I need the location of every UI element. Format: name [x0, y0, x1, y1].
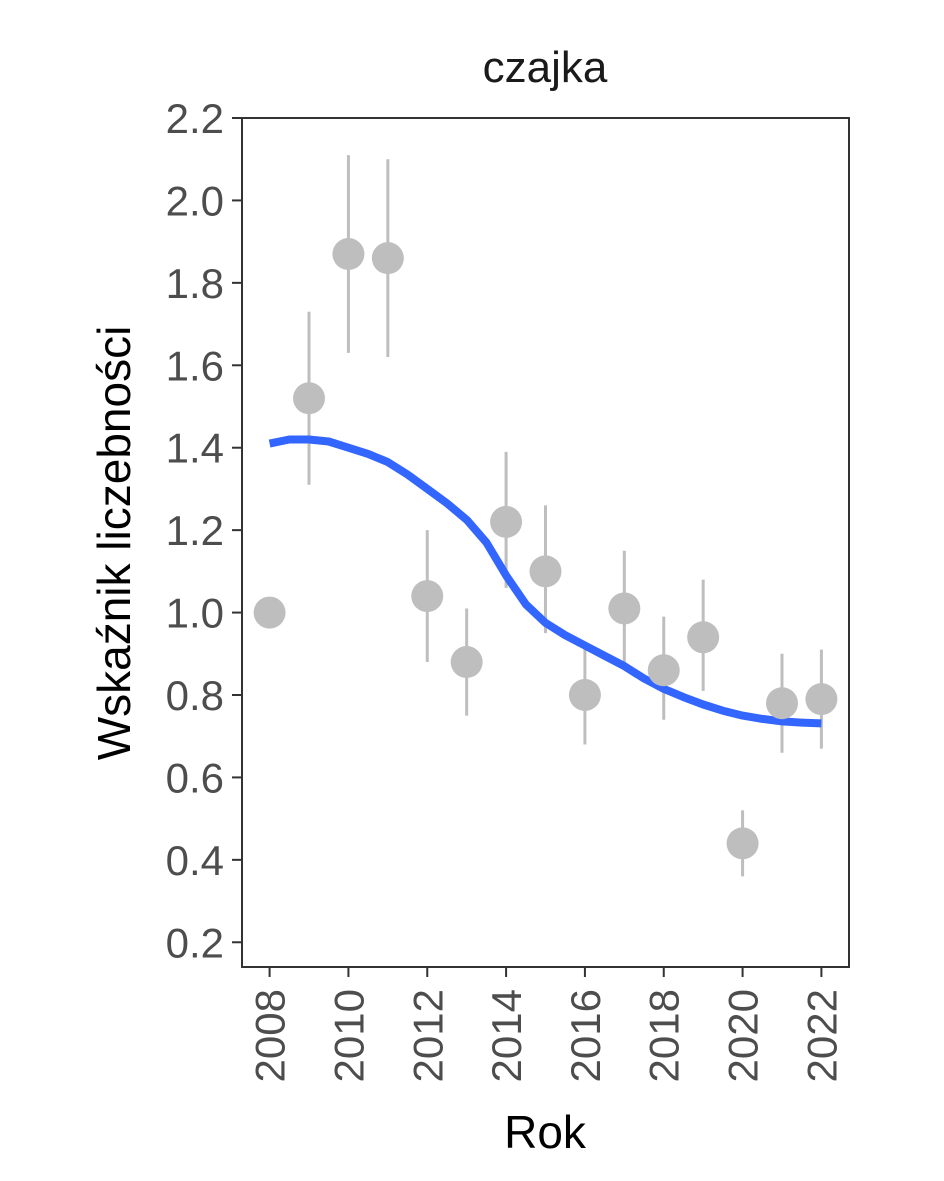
y-tick-label: 0.8 [166, 672, 224, 719]
data-point [332, 238, 365, 271]
chart-title: czajka [483, 43, 608, 92]
data-point [608, 592, 641, 625]
plot-border [241, 117, 850, 968]
y-tick-label: 0.4 [166, 837, 224, 884]
y-tick-label: 1.2 [166, 507, 224, 554]
data-point [293, 382, 326, 415]
data-point [529, 555, 562, 588]
x-tick-label: 2008 [247, 989, 294, 1082]
x-tick-label: 2020 [720, 989, 767, 1082]
data-point [253, 596, 286, 629]
plot-area [253, 155, 838, 877]
y-tick-label: 1.6 [166, 342, 224, 389]
x-axis: 2008 2010 2012 2014 2016 2018 2020 2022 [247, 967, 845, 1082]
data-point [726, 827, 759, 860]
data-point [687, 621, 720, 654]
y-tick-label: 2.0 [166, 177, 224, 224]
data-point [371, 242, 404, 275]
y-tick-label: 2.2 [166, 95, 224, 142]
y-tick-label: 1.4 [166, 425, 224, 472]
trend-line [268, 435, 822, 728]
x-tick-label: 2012 [404, 989, 451, 1082]
x-tick-label: 2016 [562, 989, 609, 1082]
y-tick-label: 1.0 [166, 590, 224, 637]
y-tick-label: 0.2 [166, 919, 224, 966]
data-point [411, 580, 444, 613]
data-point [805, 683, 838, 716]
y-axis: 0.2 0.4 0.6 0.8 1.0 1.2 1.4 1.6 1.8 2.0 2.2 [166, 95, 242, 966]
x-tick-label: 2018 [641, 989, 688, 1082]
y-tick-label: 0.6 [166, 754, 224, 801]
data-point [490, 505, 523, 538]
data-point [568, 678, 601, 711]
y-axis-title: Wskaźnik liczebności [88, 326, 140, 761]
x-tick-label: 2022 [798, 989, 845, 1082]
data-point [765, 687, 798, 720]
data-point [450, 646, 483, 679]
x-axis-title: Rok [504, 1106, 587, 1158]
x-tick-label: 2010 [325, 989, 372, 1082]
x-tick-label: 2014 [483, 989, 530, 1082]
y-tick-label: 1.8 [166, 260, 224, 307]
data-point [647, 654, 680, 687]
